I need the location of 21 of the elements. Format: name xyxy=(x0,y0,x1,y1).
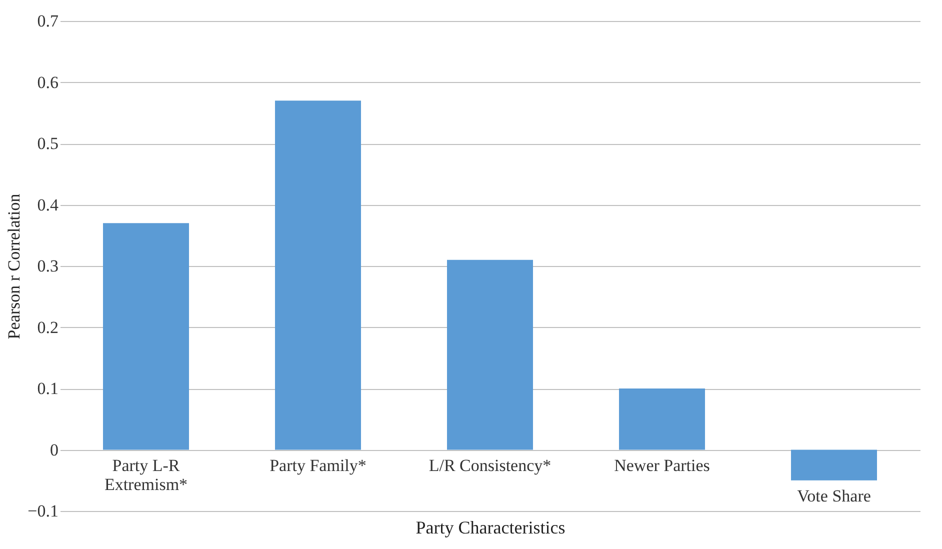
y-tick-label: 0.6 xyxy=(37,72,58,92)
y-axis-title: Pearson r Correlation xyxy=(4,193,24,340)
bar xyxy=(447,260,533,450)
x-tick-label: Vote Share xyxy=(797,486,871,506)
x-tick-label: L/R Consistency* xyxy=(428,456,552,475)
bar xyxy=(619,388,705,450)
y-tick-label: 0.4 xyxy=(37,195,59,214)
y-tick-label: 0.3 xyxy=(37,256,58,276)
bar xyxy=(791,450,877,480)
y-tick-label: 0.7 xyxy=(37,12,59,30)
y-tick-label: 0 xyxy=(50,440,58,460)
y-tick-label: 0.2 xyxy=(37,318,58,337)
x-tick-label: Party L-R Extremism* xyxy=(104,456,188,494)
bar xyxy=(275,100,361,450)
x-tick-label: Party Family* xyxy=(270,456,366,475)
bar xyxy=(103,223,189,450)
x-axis-title: Party Characteristics xyxy=(416,518,566,538)
x-tick-label: Newer Parties xyxy=(614,456,710,475)
y-tick-label: −0.1 xyxy=(28,502,58,520)
y-tick-label: 0.1 xyxy=(37,379,58,398)
y-tick-label: 0.5 xyxy=(37,134,58,153)
